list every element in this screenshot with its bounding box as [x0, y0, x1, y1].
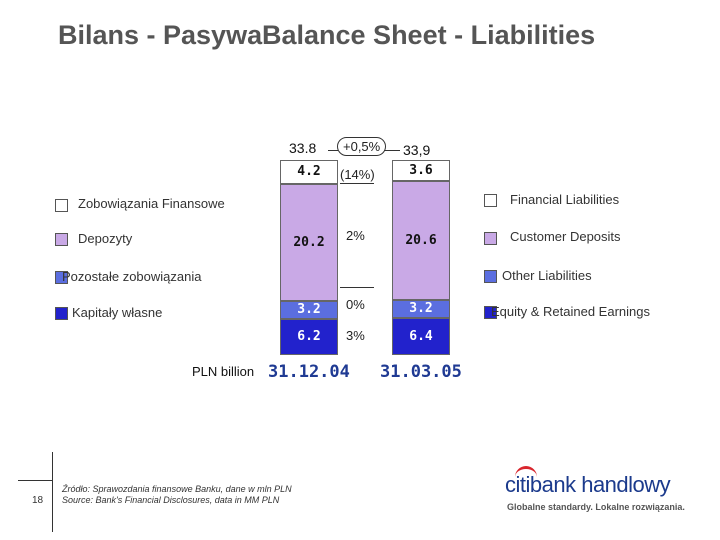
legend-label-en-equity: Equity & Retained Earnings [491, 304, 650, 319]
source-note-en: Source: Bank's Financial Disclosures, da… [62, 495, 280, 505]
legend-label-pl-equity: Kapitały własne [72, 305, 163, 320]
total-label-2004: 33.8 [289, 140, 317, 156]
bar-value-label-other-0: 3.2 [297, 302, 321, 317]
bar-value-label-equity-1: 6.4 [409, 328, 433, 344]
title-english: Balance Sheet - Liabilities [262, 20, 596, 50]
change-financial-underline [340, 183, 374, 184]
footer-rule-short [18, 480, 52, 481]
bar-segment-financial-1 [392, 160, 450, 181]
change-deposits: 2% [346, 228, 365, 243]
legend-swatch-pl-financial [55, 199, 68, 212]
bar-segment-equity-1 [392, 318, 450, 355]
bar-segment-other-1 [392, 300, 450, 318]
bar-value-label-financial-0: 4.2 [297, 164, 321, 179]
category-label-2005: 31.03.05 [380, 362, 462, 382]
citibank-logo: citibank handlowy [505, 466, 671, 498]
total-connector-right [384, 150, 400, 151]
bar-value-label-other-1: 3.2 [409, 301, 433, 316]
bar-value-label-equity-0: 6.2 [297, 329, 321, 344]
legend-swatch-pl-other [55, 271, 68, 284]
bar-segment-deposits-0 [280, 184, 338, 301]
legend-label-pl-other: Pozostałe zobowiązania [62, 269, 202, 284]
legend-swatch-en-other [484, 270, 497, 283]
bar-31-03-05: 3.6 20.6 3.2 6.4 [392, 160, 450, 355]
page-number: 18 [32, 495, 44, 506]
legend-label-pl-deposits: Depozyty [78, 231, 133, 246]
bar-segment-financial-0 [280, 160, 338, 184]
category-label-2004: 31.12.04 [268, 362, 350, 382]
legend-label-en-financial: Financial Liabilities [510, 192, 620, 207]
footer-rule-vertical [52, 452, 53, 532]
bar-segment-other-0 [280, 301, 338, 319]
bar-segment-deposits-1 [392, 181, 450, 300]
unit-label: PLN billion [192, 364, 255, 379]
legend-label-en-deposits: Customer Deposits [510, 229, 621, 244]
source-note-pl: Źródło: Sprawozdania finansowe Banku, da… [62, 484, 292, 494]
title-polish: Bilans - Pasywa [58, 20, 263, 50]
logo-arc-icon [515, 466, 537, 477]
total-connector-left [328, 150, 338, 151]
bar-31-12-04: 4.2 20.2 3.2 6.2 [280, 160, 338, 355]
legend-swatch-en-deposits [484, 232, 497, 245]
legend-swatch-en-equity [484, 306, 497, 319]
legend-swatch-pl-equity [55, 307, 68, 320]
bar-value-label-financial-1: 3.6 [409, 162, 433, 178]
logo-tagline: Globalne standardy. Lokalne rozwiązania. [507, 502, 685, 512]
bar-value-label-deposits-0: 20.2 [293, 234, 325, 250]
legend-label-pl-financial: Zobowiązania Finansowe [78, 196, 225, 211]
total-change-badge: +0,5% [337, 137, 387, 156]
bar-segment-equity-0 [280, 319, 338, 355]
bar-value-label-deposits-1: 20.6 [405, 232, 437, 248]
change-other: 0% [346, 297, 365, 312]
total-label-2005: 33,9 [403, 142, 431, 158]
change-equity: 3% [346, 328, 365, 343]
legend-swatch-pl-deposits [55, 233, 68, 246]
change-financial: (14%) [340, 167, 375, 182]
change-other-rule [340, 287, 374, 288]
legend-label-en-other: Other Liabilities [502, 268, 592, 283]
legend-swatch-en-financial [484, 194, 497, 207]
logo-bank-text: bank handlowy [529, 472, 671, 497]
